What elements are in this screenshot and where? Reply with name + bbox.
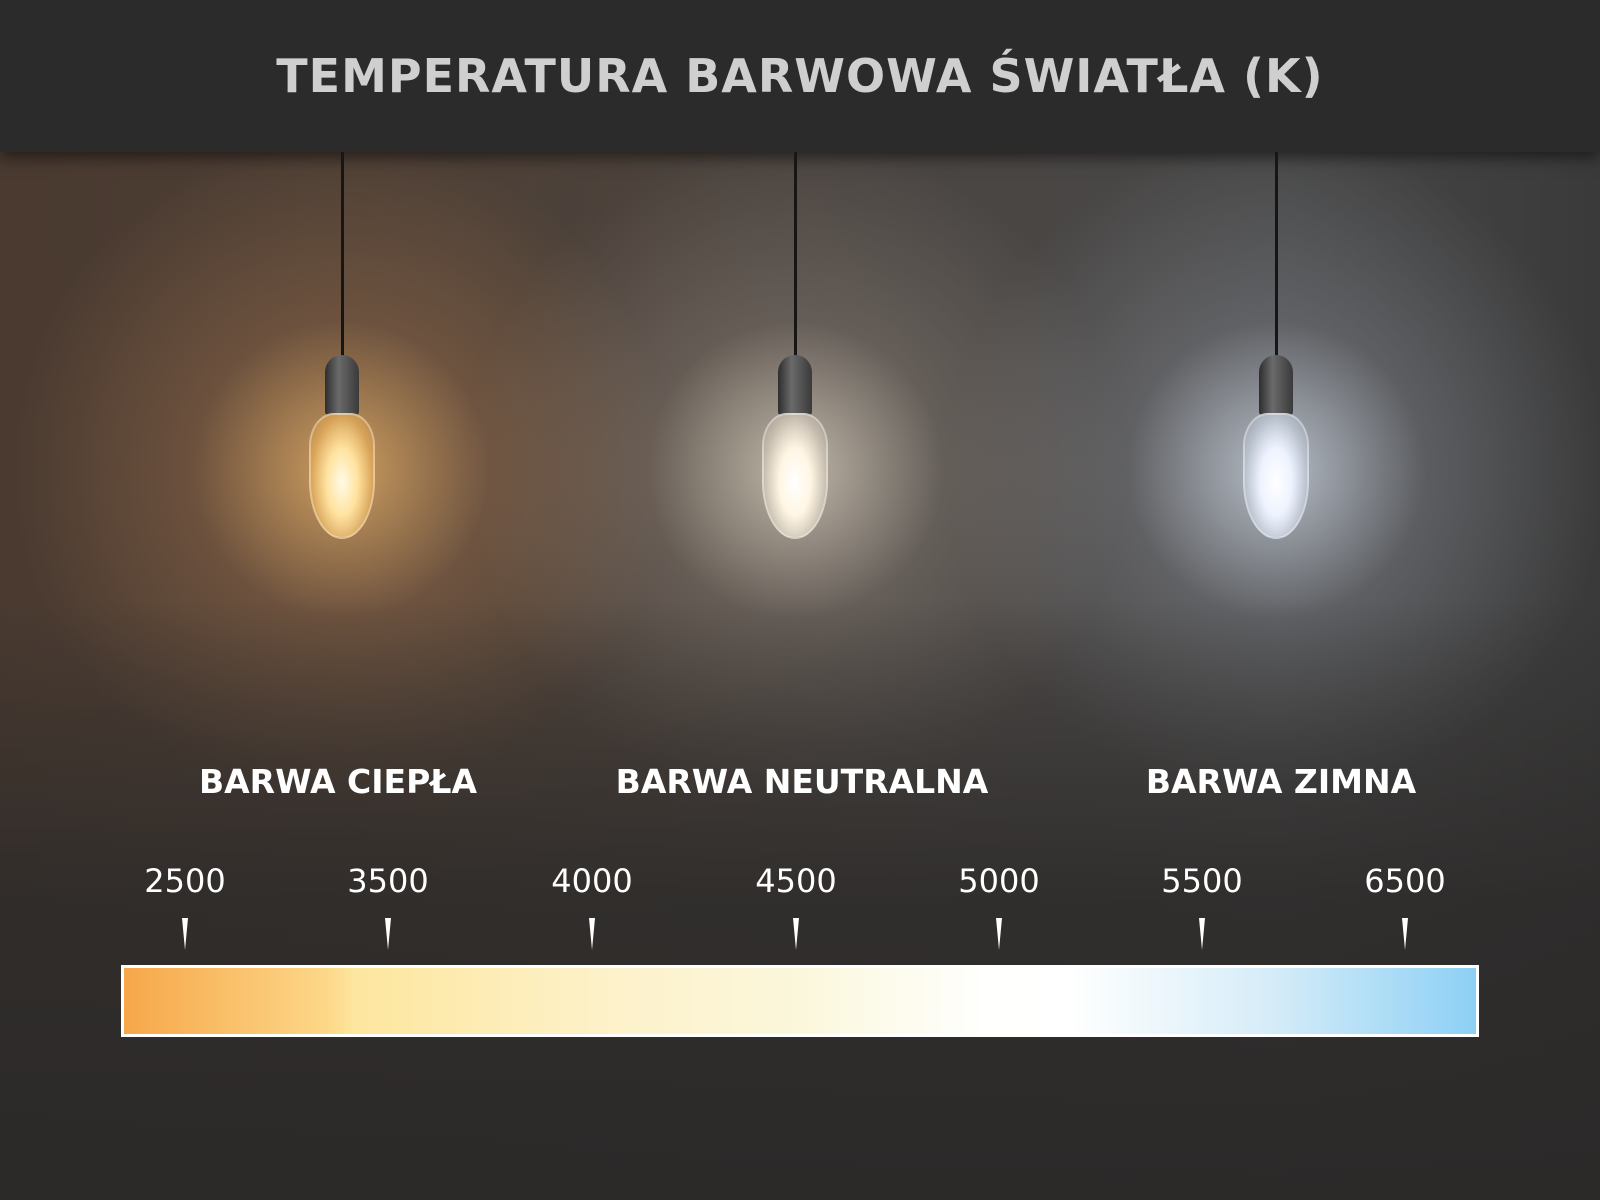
lightbulb-icon xyxy=(309,413,375,539)
cord xyxy=(1275,152,1278,357)
tick-marker xyxy=(589,918,595,950)
tick-label: 6500 xyxy=(1364,862,1446,900)
tick-label: 3500 xyxy=(347,862,429,900)
label-warm: BARWA CIEPŁA xyxy=(198,762,478,801)
tick-label: 5000 xyxy=(958,862,1040,900)
tick-label: 4500 xyxy=(755,862,837,900)
label-neutral: BARWA NEUTRALNA xyxy=(615,762,989,801)
cord xyxy=(341,152,344,357)
lightbulb-icon xyxy=(762,413,828,539)
tick-marker xyxy=(1402,918,1408,950)
header-bar: TEMPERATURA BARWOWA ŚWIATŁA (K) xyxy=(0,0,1600,152)
tick-label: 4000 xyxy=(551,862,633,900)
socket xyxy=(325,355,359,415)
tick-marker xyxy=(182,918,188,950)
lightbulb-icon xyxy=(1243,413,1309,539)
tick-marker xyxy=(385,918,391,950)
cord xyxy=(794,152,797,357)
tick-label: 5500 xyxy=(1161,862,1243,900)
color-temperature-gradient-bar xyxy=(121,965,1479,1037)
tick-marker xyxy=(793,918,799,950)
tick-marker xyxy=(1199,918,1205,950)
socket xyxy=(778,355,812,415)
tick-marker xyxy=(996,918,1002,950)
label-cold: BARWA ZIMNA xyxy=(1145,762,1417,801)
socket xyxy=(1259,355,1293,415)
page-title: TEMPERATURA BARWOWA ŚWIATŁA (K) xyxy=(276,49,1324,103)
tick-label: 2500 xyxy=(144,862,226,900)
